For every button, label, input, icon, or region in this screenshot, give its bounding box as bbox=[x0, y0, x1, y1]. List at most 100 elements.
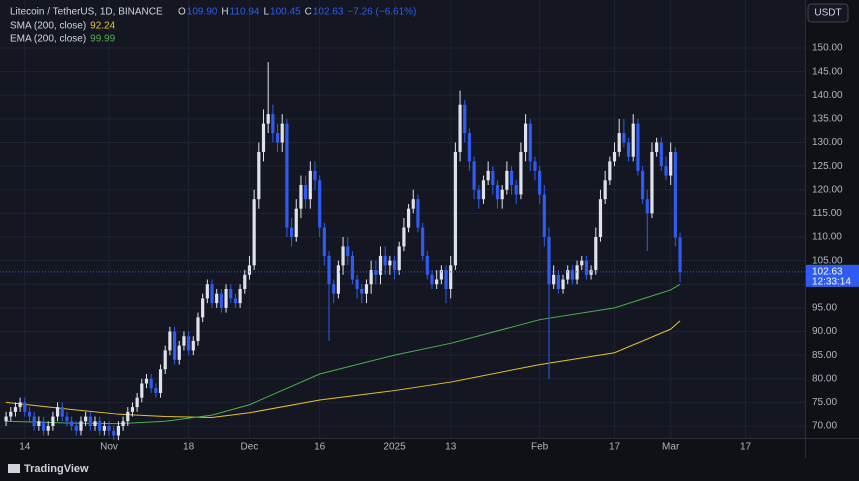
legend-key: O bbox=[178, 7, 186, 18]
candle-body bbox=[215, 293, 219, 304]
candle-body bbox=[252, 199, 256, 266]
candle-body bbox=[88, 416, 92, 426]
candle-body bbox=[481, 180, 486, 200]
candle-body bbox=[93, 421, 97, 426]
y-tick-label: 85.00 bbox=[812, 350, 837, 361]
y-tick-label: 150.00 bbox=[812, 43, 843, 54]
legend-value: 102.63 bbox=[313, 7, 344, 18]
indicator-value: 92.24 bbox=[90, 21, 115, 32]
legend-value: 109.90 bbox=[187, 7, 218, 18]
candle-body bbox=[257, 151, 261, 200]
candle-body bbox=[505, 170, 509, 190]
candle-body bbox=[388, 260, 392, 266]
candle-body bbox=[205, 284, 209, 299]
candle-body bbox=[519, 151, 523, 195]
candle-body bbox=[275, 133, 280, 143]
candle-body bbox=[346, 246, 350, 256]
candle-body bbox=[121, 421, 125, 426]
candle-body bbox=[182, 336, 186, 346]
candle-body bbox=[552, 274, 556, 285]
candle-body bbox=[397, 246, 401, 271]
indicator-value: 99.99 bbox=[90, 34, 115, 45]
candle-body bbox=[243, 274, 247, 289]
candle-body bbox=[542, 194, 546, 238]
candle-body bbox=[528, 123, 532, 162]
legend: Litecoin / TetherUS, 1D, BINANCE O 109.90… bbox=[10, 7, 416, 45]
candle-body bbox=[533, 161, 537, 171]
candle-body bbox=[547, 237, 551, 285]
candle-body bbox=[486, 170, 490, 181]
candle-body bbox=[285, 123, 289, 228]
candle-body bbox=[70, 421, 74, 426]
candle-body bbox=[636, 123, 640, 171]
candle-body bbox=[18, 402, 22, 408]
candle-body bbox=[229, 288, 233, 299]
candle-body bbox=[406, 208, 411, 228]
candle-body bbox=[247, 265, 252, 275]
candle-body bbox=[98, 421, 102, 431]
y-tick-label: 130.00 bbox=[812, 137, 843, 148]
candle-body bbox=[463, 104, 467, 134]
x-tick-label: 2025 bbox=[383, 442, 406, 453]
legend-value: 100.45 bbox=[270, 7, 301, 18]
candle-body bbox=[421, 227, 425, 256]
candle-body bbox=[383, 255, 387, 266]
candle-body bbox=[149, 378, 153, 389]
candle-body bbox=[271, 114, 275, 134]
currency-box[interactable] bbox=[807, 3, 849, 23]
candle-body bbox=[238, 288, 242, 304]
candle-body bbox=[327, 255, 331, 285]
y-tick-label: 135.00 bbox=[812, 114, 843, 125]
candle-body bbox=[458, 104, 462, 152]
candle-body bbox=[472, 161, 476, 190]
candle-body bbox=[538, 170, 542, 195]
candle-body bbox=[645, 199, 649, 214]
candle-body bbox=[575, 265, 579, 280]
candle-body bbox=[140, 383, 144, 398]
legend-key: C bbox=[305, 7, 312, 18]
x-tick-label: 14 bbox=[19, 442, 31, 453]
candle-body bbox=[313, 170, 317, 181]
candle-body bbox=[425, 255, 429, 275]
logo: TradingView bbox=[8, 463, 89, 475]
candle-body bbox=[13, 407, 18, 412]
candle-body bbox=[261, 123, 266, 152]
candle-body bbox=[626, 142, 631, 157]
candle-body bbox=[332, 284, 336, 294]
candle-body bbox=[135, 397, 139, 408]
candle-body bbox=[224, 288, 228, 308]
candle-body bbox=[177, 345, 181, 360]
candle-body bbox=[318, 180, 322, 228]
last-price-box bbox=[806, 264, 859, 287]
candle-body bbox=[280, 123, 284, 143]
candle-body bbox=[566, 270, 570, 280]
candle-body bbox=[289, 227, 294, 238]
candle-body bbox=[444, 270, 448, 289]
candle-body bbox=[453, 151, 457, 266]
candle-body bbox=[27, 411, 32, 417]
candle-body bbox=[308, 170, 312, 200]
y-tick-label: 125.00 bbox=[812, 161, 843, 172]
candle-body bbox=[355, 279, 359, 289]
y-tick-label: 140.00 bbox=[812, 90, 843, 101]
candle-body bbox=[23, 402, 27, 412]
countdown: 12:33:14 bbox=[812, 276, 851, 287]
candle-body bbox=[233, 298, 238, 304]
candle-body bbox=[491, 170, 495, 186]
candle-body bbox=[598, 199, 603, 238]
x-tick-label: Feb bbox=[531, 442, 549, 453]
y-tick-label: 80.00 bbox=[812, 373, 837, 384]
candle-body bbox=[374, 270, 378, 275]
candle-body bbox=[4, 416, 8, 422]
candle-body bbox=[336, 265, 340, 294]
candle-body bbox=[650, 151, 654, 214]
candle-body bbox=[594, 237, 598, 271]
candle-body bbox=[130, 407, 135, 412]
candle-body bbox=[210, 284, 214, 304]
indicator-line bbox=[6, 320, 681, 418]
y-tick-label: 90.00 bbox=[812, 326, 837, 337]
candle-body bbox=[664, 166, 668, 176]
candle-body bbox=[655, 142, 659, 152]
candle-body bbox=[364, 284, 369, 294]
